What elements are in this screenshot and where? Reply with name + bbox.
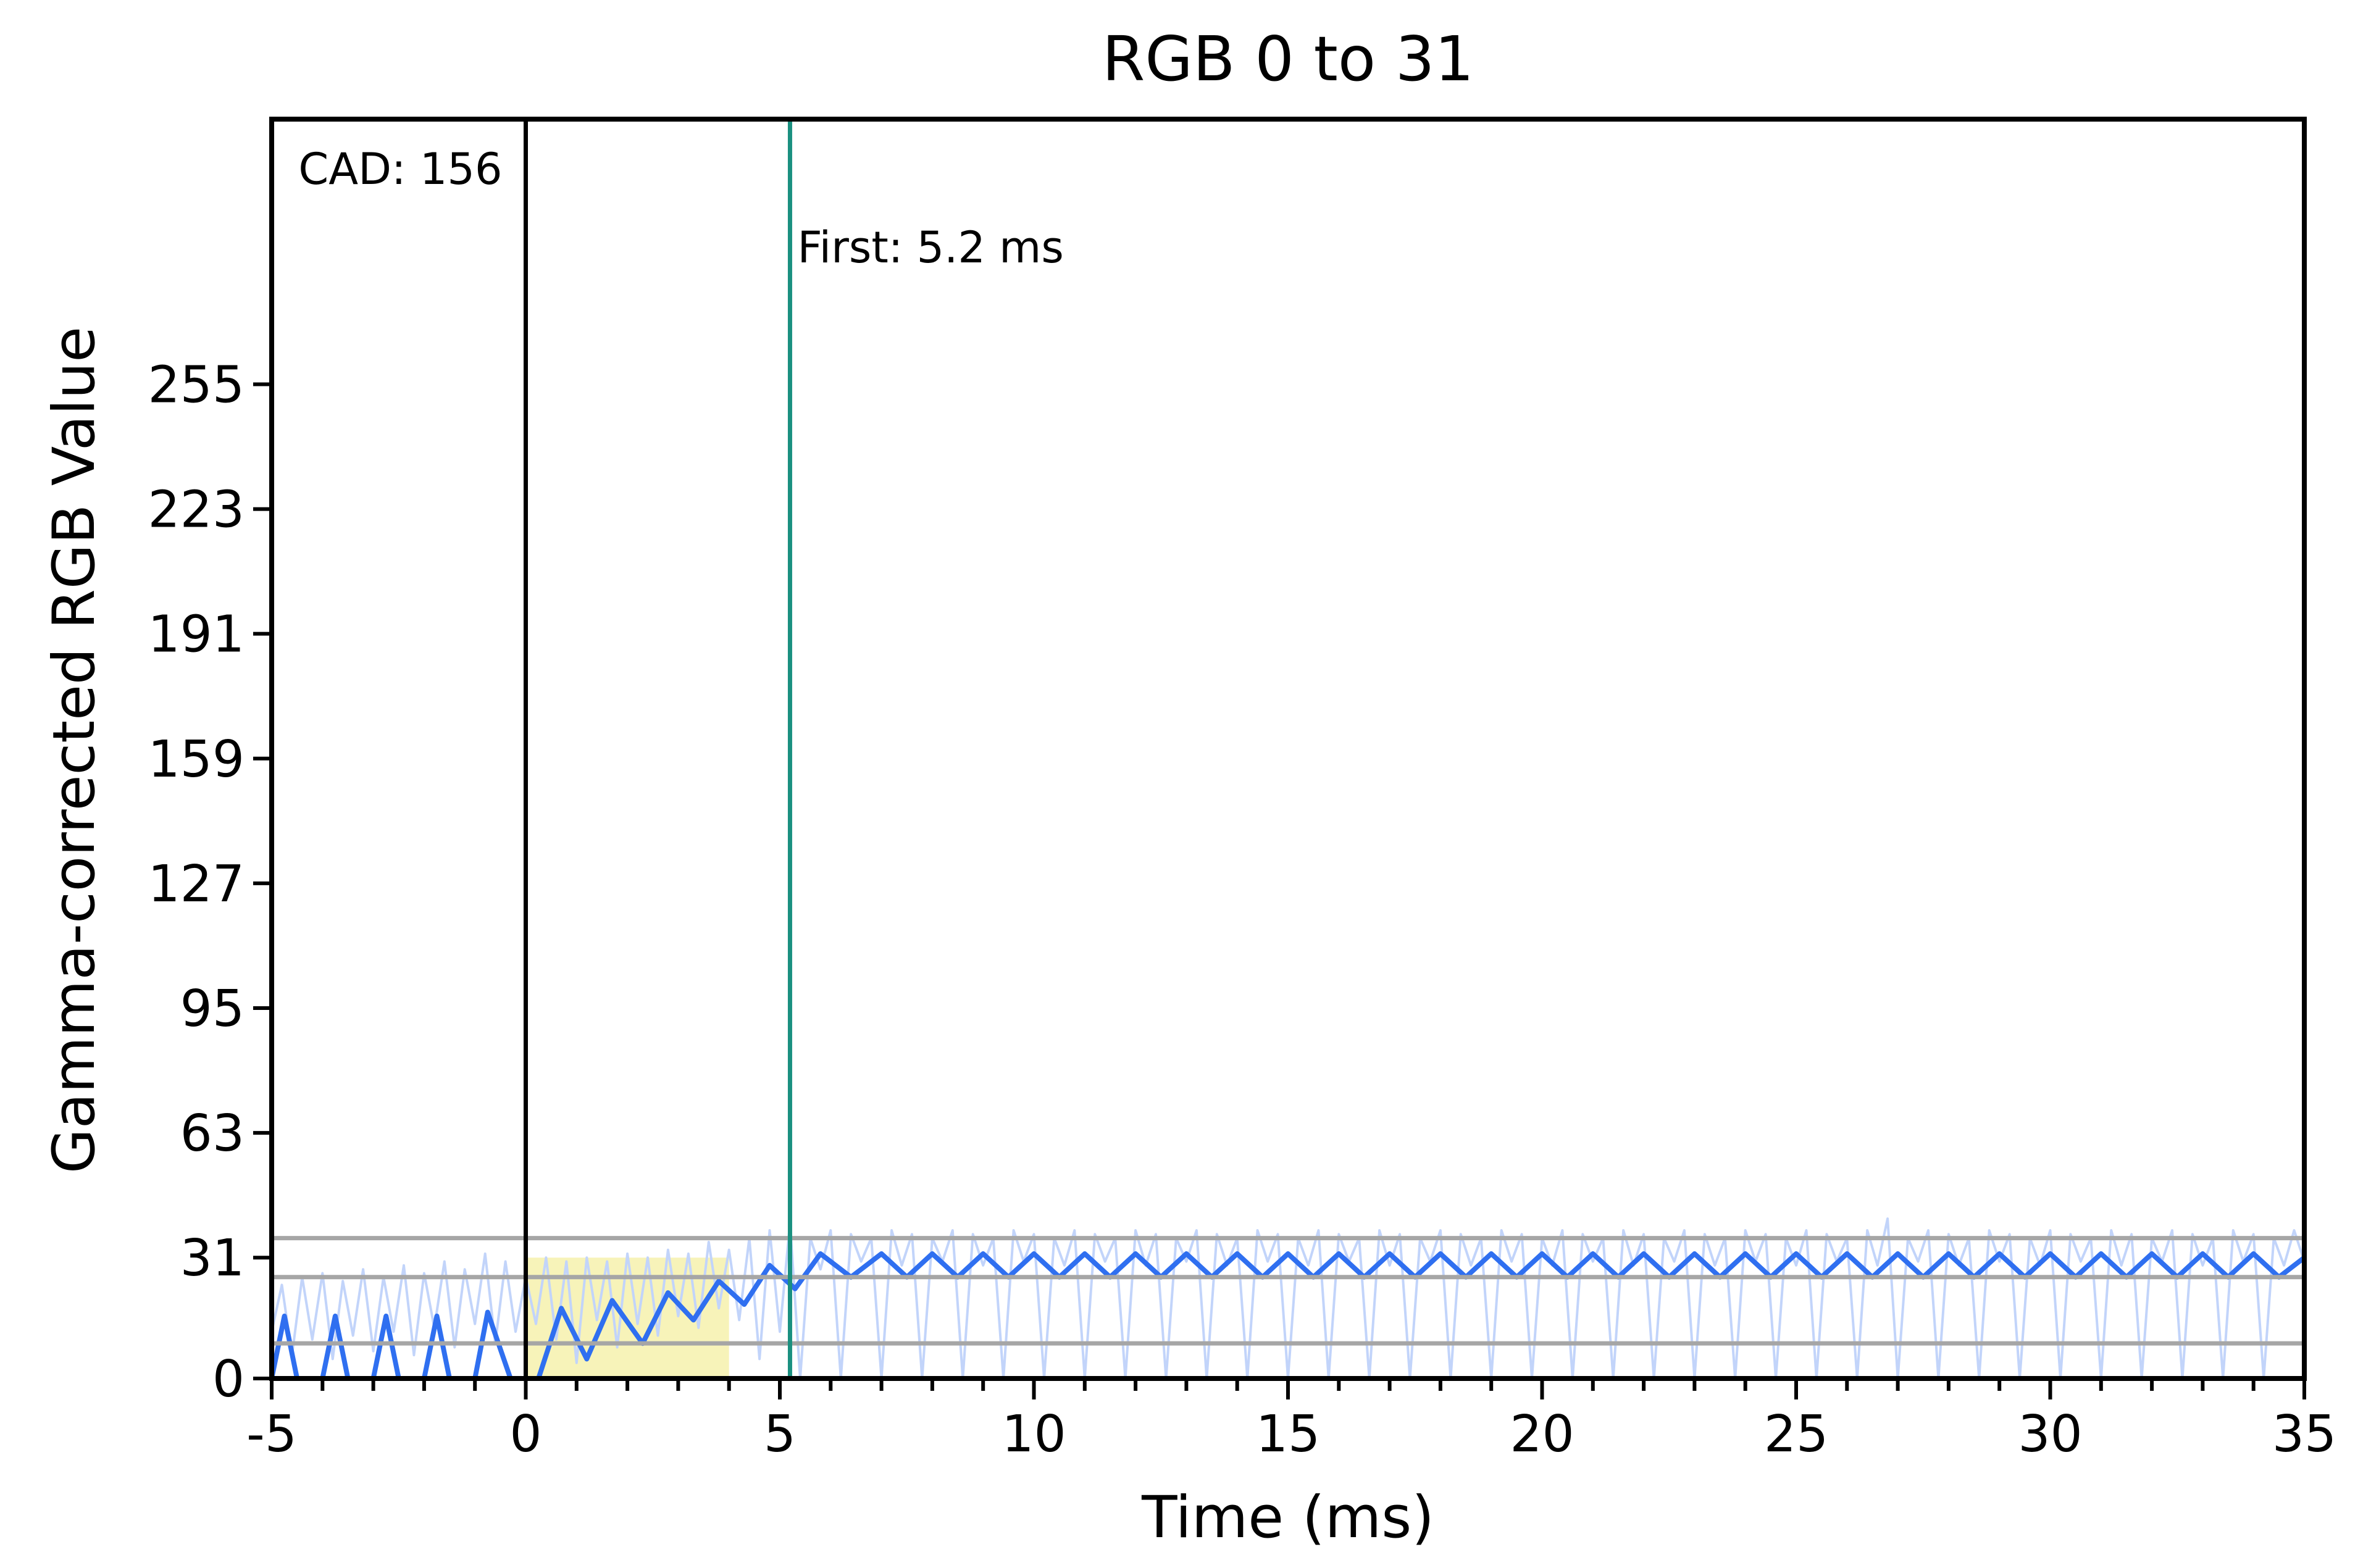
y-tick-label: 0 [212,1350,245,1409]
y-tick-label: 223 [148,481,245,540]
x-axis-ticks: -5 0 5 10 15 20 25 30 35 [246,1378,2336,1464]
y-axis-label: Gamma-corrected RGB Value [41,327,108,1174]
x-tick-label: 10 [1002,1405,1066,1464]
chart-title: RGB 0 to 31 [1102,23,1474,95]
x-tick-label: 35 [2272,1405,2336,1464]
x-axis-label: Time (ms) [1141,1484,1434,1551]
y-tick-label: 127 [148,855,245,914]
y-tick-label: 95 [180,980,245,1038]
marker-label-1: First: 5.2 ms [797,222,1063,273]
x-tick-label: 30 [2018,1405,2082,1464]
y-tick-label: 159 [148,730,245,789]
x-tick-label: 15 [1256,1405,1320,1464]
x-tick-label: 20 [1510,1405,1574,1464]
y-tick-label: 63 [180,1104,245,1163]
plot-frame [269,117,2307,1381]
x-tick-label: 5 [764,1405,796,1464]
marker-label-0: CAD: 156 [298,144,502,194]
y-tick-label: 31 [180,1229,245,1288]
x-tick-label: -5 [246,1405,297,1464]
annotations: CAD: 156 First: 5.2 ms [298,119,1064,1378]
x-tick-label: 0 [509,1405,542,1464]
x-tick-label: 25 [1764,1405,1828,1464]
y-tick-label: 255 [148,356,245,414]
plot-area [269,1217,2306,1381]
y-axis-ticks: 0 31 63 95 127 159 191 223 255 [148,356,272,1409]
y-tick-label: 191 [148,606,245,664]
